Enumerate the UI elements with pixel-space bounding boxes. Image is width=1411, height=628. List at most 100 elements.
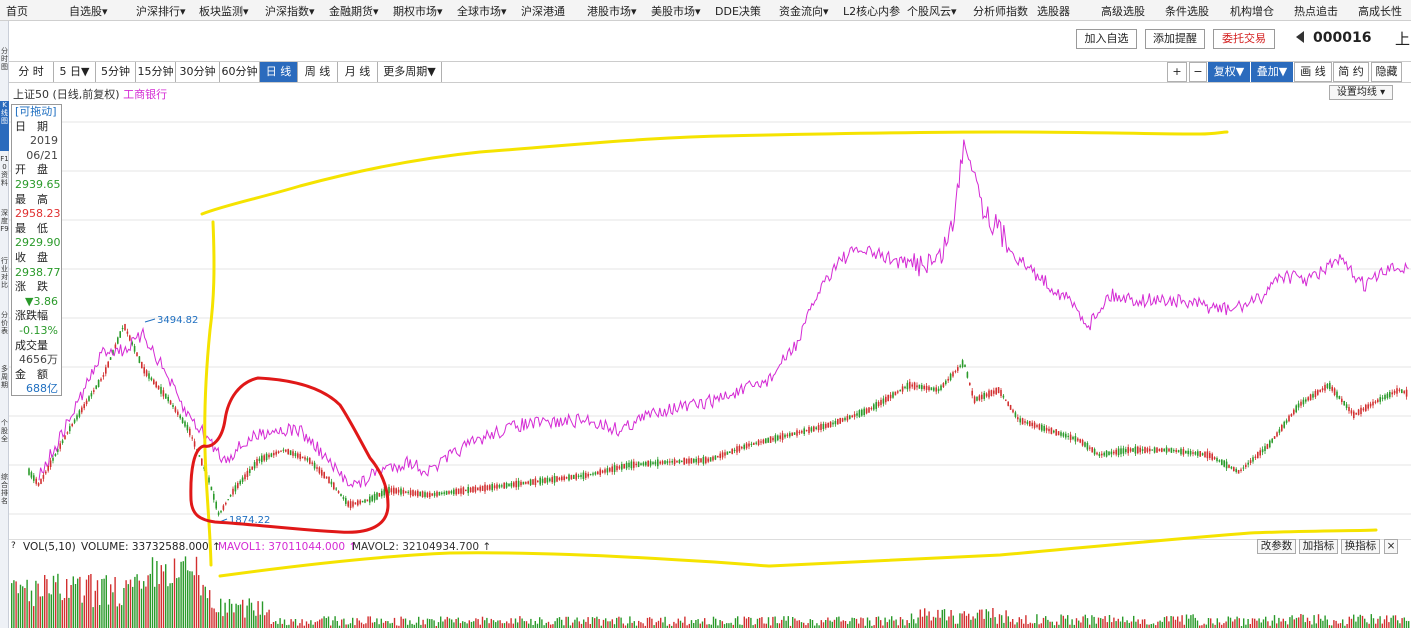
nav-item-1[interactable]: 自选股▾ [69, 5, 108, 18]
period-button-5[interactable]: 60分钟 [220, 62, 260, 82]
volume-bar [184, 556, 187, 628]
nav-item-20[interactable]: 热点追击 [1294, 5, 1338, 18]
volume-bar [525, 621, 528, 628]
candle-body [541, 478, 544, 483]
ma-settings-button[interactable]: 设置均线 ▾ [1329, 85, 1393, 100]
chart-option-button-2[interactable]: 复权▼ [1208, 62, 1250, 82]
volume-bar [468, 620, 470, 628]
previous-stock-arrow-icon[interactable] [1296, 31, 1304, 43]
nav-item-16[interactable]: 选股器 [1037, 5, 1070, 18]
candle-body [78, 410, 81, 417]
nav-item-17[interactable]: 高级选股 [1101, 5, 1145, 18]
period-button-2[interactable]: 5分钟 [96, 62, 136, 82]
close-indicator-icon[interactable]: × [1384, 539, 1398, 554]
volume-bar [35, 580, 37, 628]
edit-params-button[interactable]: 改参数 [1257, 539, 1296, 554]
candle-body [875, 402, 877, 409]
volume-bar [66, 579, 68, 628]
period-button-7[interactable]: 周 线 [298, 62, 338, 82]
side-tab-6[interactable]: 多周期 [1, 365, 8, 389]
nav-item-0[interactable]: 首页 [6, 5, 28, 18]
nav-item-14[interactable]: 个股风云▾ [907, 5, 957, 18]
period-button-6[interactable]: 日 线 [260, 62, 298, 82]
nav-item-6[interactable]: 期权市场▾ [393, 5, 443, 18]
chart-option-button-5[interactable]: 简 约 [1333, 62, 1369, 82]
volume-bar [105, 575, 107, 628]
nav-item-18[interactable]: 条件选股 [1165, 5, 1209, 18]
volume-bar [662, 622, 664, 628]
chart-option-button-3[interactable]: 叠加▼ [1251, 62, 1293, 82]
side-tab-5[interactable]: 分价表 [1, 311, 8, 335]
side-tab-3[interactable]: 深度F9 [0, 209, 9, 233]
nav-item-2[interactable]: 沪深排行▾ [136, 5, 186, 18]
nav-item-15[interactable]: 分析师指数 [973, 5, 1028, 18]
candle-body [148, 373, 150, 379]
candle-body [76, 415, 78, 420]
side-tab-8[interactable]: 综合排名 [1, 473, 8, 505]
candle-body [870, 407, 873, 410]
candle-body [1120, 448, 1122, 455]
candle-body [253, 462, 256, 469]
volume-bar [620, 617, 622, 628]
candle-body [393, 487, 395, 494]
volume-chart[interactable] [9, 554, 1411, 628]
nav-item-7[interactable]: 全球市场▾ [457, 5, 507, 18]
volume-bar [1172, 616, 1174, 628]
period-button-3[interactable]: 15分钟 [136, 62, 176, 82]
nav-item-9[interactable]: 港股市场▾ [587, 5, 637, 18]
period-button-9[interactable]: 更多周期▼ [378, 62, 442, 82]
ohlc-info-panel[interactable]: [可拖动] 日 期 2019 06/21 开 盘 2939.65 最 高 2958.23 最 … [11, 104, 62, 396]
trade-order-button[interactable]: 委托交易 [1213, 29, 1275, 49]
candle-body [767, 437, 769, 443]
nav-item-19[interactable]: 机构增仓 [1230, 5, 1274, 18]
nav-item-21[interactable]: 高成长性 [1358, 5, 1402, 18]
panel-drag-title[interactable]: [可拖动] [15, 105, 57, 118]
volume-bar [1141, 619, 1144, 628]
side-tab-1[interactable]: K线图 [0, 101, 9, 151]
nav-item-11[interactable]: DDE决策 [715, 5, 761, 18]
nav-item-3[interactable]: 板块监测▾ [199, 5, 249, 18]
candle-body [517, 480, 520, 487]
volume-bar [1014, 624, 1016, 628]
candle-body [985, 393, 988, 397]
volume-bar [1298, 617, 1300, 628]
side-tab-4[interactable]: 行业对比 [1, 257, 8, 289]
volume-bar [640, 622, 642, 628]
candle-body [1019, 418, 1021, 423]
side-tab-2[interactable]: F10资料 [0, 155, 9, 187]
candle-body [781, 433, 784, 440]
chart-option-button-0[interactable]: + [1167, 62, 1187, 82]
nav-item-10[interactable]: 美股市场▾ [651, 5, 701, 18]
nav-item-8[interactable]: 沪深港通 [521, 5, 565, 18]
volume-bar [70, 585, 72, 628]
candle-body [193, 441, 196, 447]
switch-indicator-button[interactable]: 换指标 [1341, 539, 1380, 554]
side-tab-7[interactable]: 个股全 [1, 419, 8, 443]
add-to-watchlist-button[interactable]: 加入自选 [1076, 29, 1137, 49]
volume-indicator-name[interactable]: VOL(5,10) [23, 541, 76, 553]
period-button-8[interactable]: 月 线 [338, 62, 378, 82]
volume-bar [389, 623, 391, 628]
nav-item-4[interactable]: 沪深指数▾ [265, 5, 315, 18]
volume-bar [180, 561, 182, 628]
add-indicator-button[interactable]: 加指标 [1299, 539, 1338, 554]
candle-body [803, 428, 805, 434]
chart-option-button-4[interactable]: 画 线 [1294, 62, 1332, 82]
volume-bar [825, 620, 827, 628]
candle-body [589, 474, 592, 476]
period-button-0[interactable]: 分 时 [9, 62, 54, 82]
side-tab-0[interactable]: 分时图 [1, 47, 8, 71]
period-button-1[interactable]: 5 日▼ [54, 62, 96, 82]
nav-item-12[interactable]: 资金流向▾ [779, 5, 829, 18]
chart-option-button-6[interactable]: 隐藏 [1371, 62, 1402, 82]
nav-item-13[interactable]: L2核心内参 [843, 5, 901, 18]
overlay-stock-label[interactable]: 工商银行 [123, 88, 168, 101]
volume-bar [72, 576, 74, 628]
question-icon[interactable]: ? [11, 541, 16, 551]
period-button-4[interactable]: 30分钟 [176, 62, 220, 82]
nav-item-5[interactable]: 金融期货▾ [329, 5, 379, 18]
add-alert-button[interactable]: 添加提醒 [1145, 29, 1205, 49]
candle-body [652, 462, 654, 464]
chart-option-button-1[interactable]: − [1189, 62, 1207, 82]
price-chart[interactable]: 3494.82 1874.22 [9, 100, 1411, 538]
